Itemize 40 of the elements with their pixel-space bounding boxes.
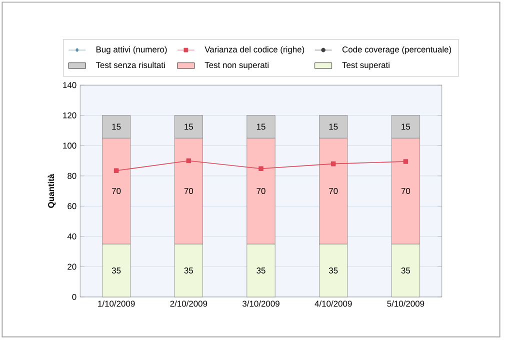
point — [258, 166, 264, 171]
legend-label: Varianza del codice (righe) — [204, 46, 304, 54]
x-tick-label: 4/10/2009 — [314, 300, 352, 307]
y-axis-title: Quantità — [48, 174, 56, 208]
legend-label: Test senza risultati — [96, 62, 165, 68]
y-tick-label: 0 — [72, 294, 76, 300]
data-label: 15 — [184, 124, 194, 130]
legend-label: Test non superati — [204, 62, 268, 70]
data-label: 35 — [401, 267, 410, 274]
data-label: 70 — [256, 188, 266, 194]
legend-label: Test superati — [342, 62, 390, 70]
y-tick-label: 60 — [68, 203, 76, 210]
point — [403, 159, 408, 164]
data-label: 15 — [402, 124, 410, 130]
x-tick-label: 1/10/2009 — [98, 300, 135, 307]
point — [330, 161, 336, 166]
data-label: 35 — [112, 267, 121, 274]
y-tick-label: 120 — [63, 112, 76, 118]
data-label: 35 — [328, 267, 338, 274]
x-tick-label: 3/10/2009 — [242, 300, 280, 307]
y-tick-label: 80 — [68, 172, 76, 179]
legend-label: Code coverage (percentuale) — [342, 46, 452, 54]
data-label: 15 — [329, 124, 338, 130]
point — [186, 158, 192, 164]
legend-label: Bug attivi (numero) — [96, 46, 167, 54]
data-label: 70 — [184, 188, 194, 194]
y-tick-label: 100 — [63, 142, 76, 149]
data-label: 70 — [112, 188, 121, 194]
data-label: 70 — [401, 188, 410, 194]
data-label: 15 — [112, 124, 121, 130]
point — [114, 168, 119, 173]
x-tick-label: 2/10/2009 — [170, 300, 208, 307]
x-tick-label: 5/10/2009 — [387, 300, 424, 307]
data-label: 35 — [256, 267, 266, 274]
data-label: 15 — [256, 124, 266, 130]
y-tick-label: 40 — [67, 233, 76, 240]
y-tick-label: 20 — [68, 264, 76, 270]
data-label: 70 — [329, 188, 338, 194]
data-label: 35 — [184, 267, 194, 274]
y-tick-label: 140 — [63, 82, 76, 88]
